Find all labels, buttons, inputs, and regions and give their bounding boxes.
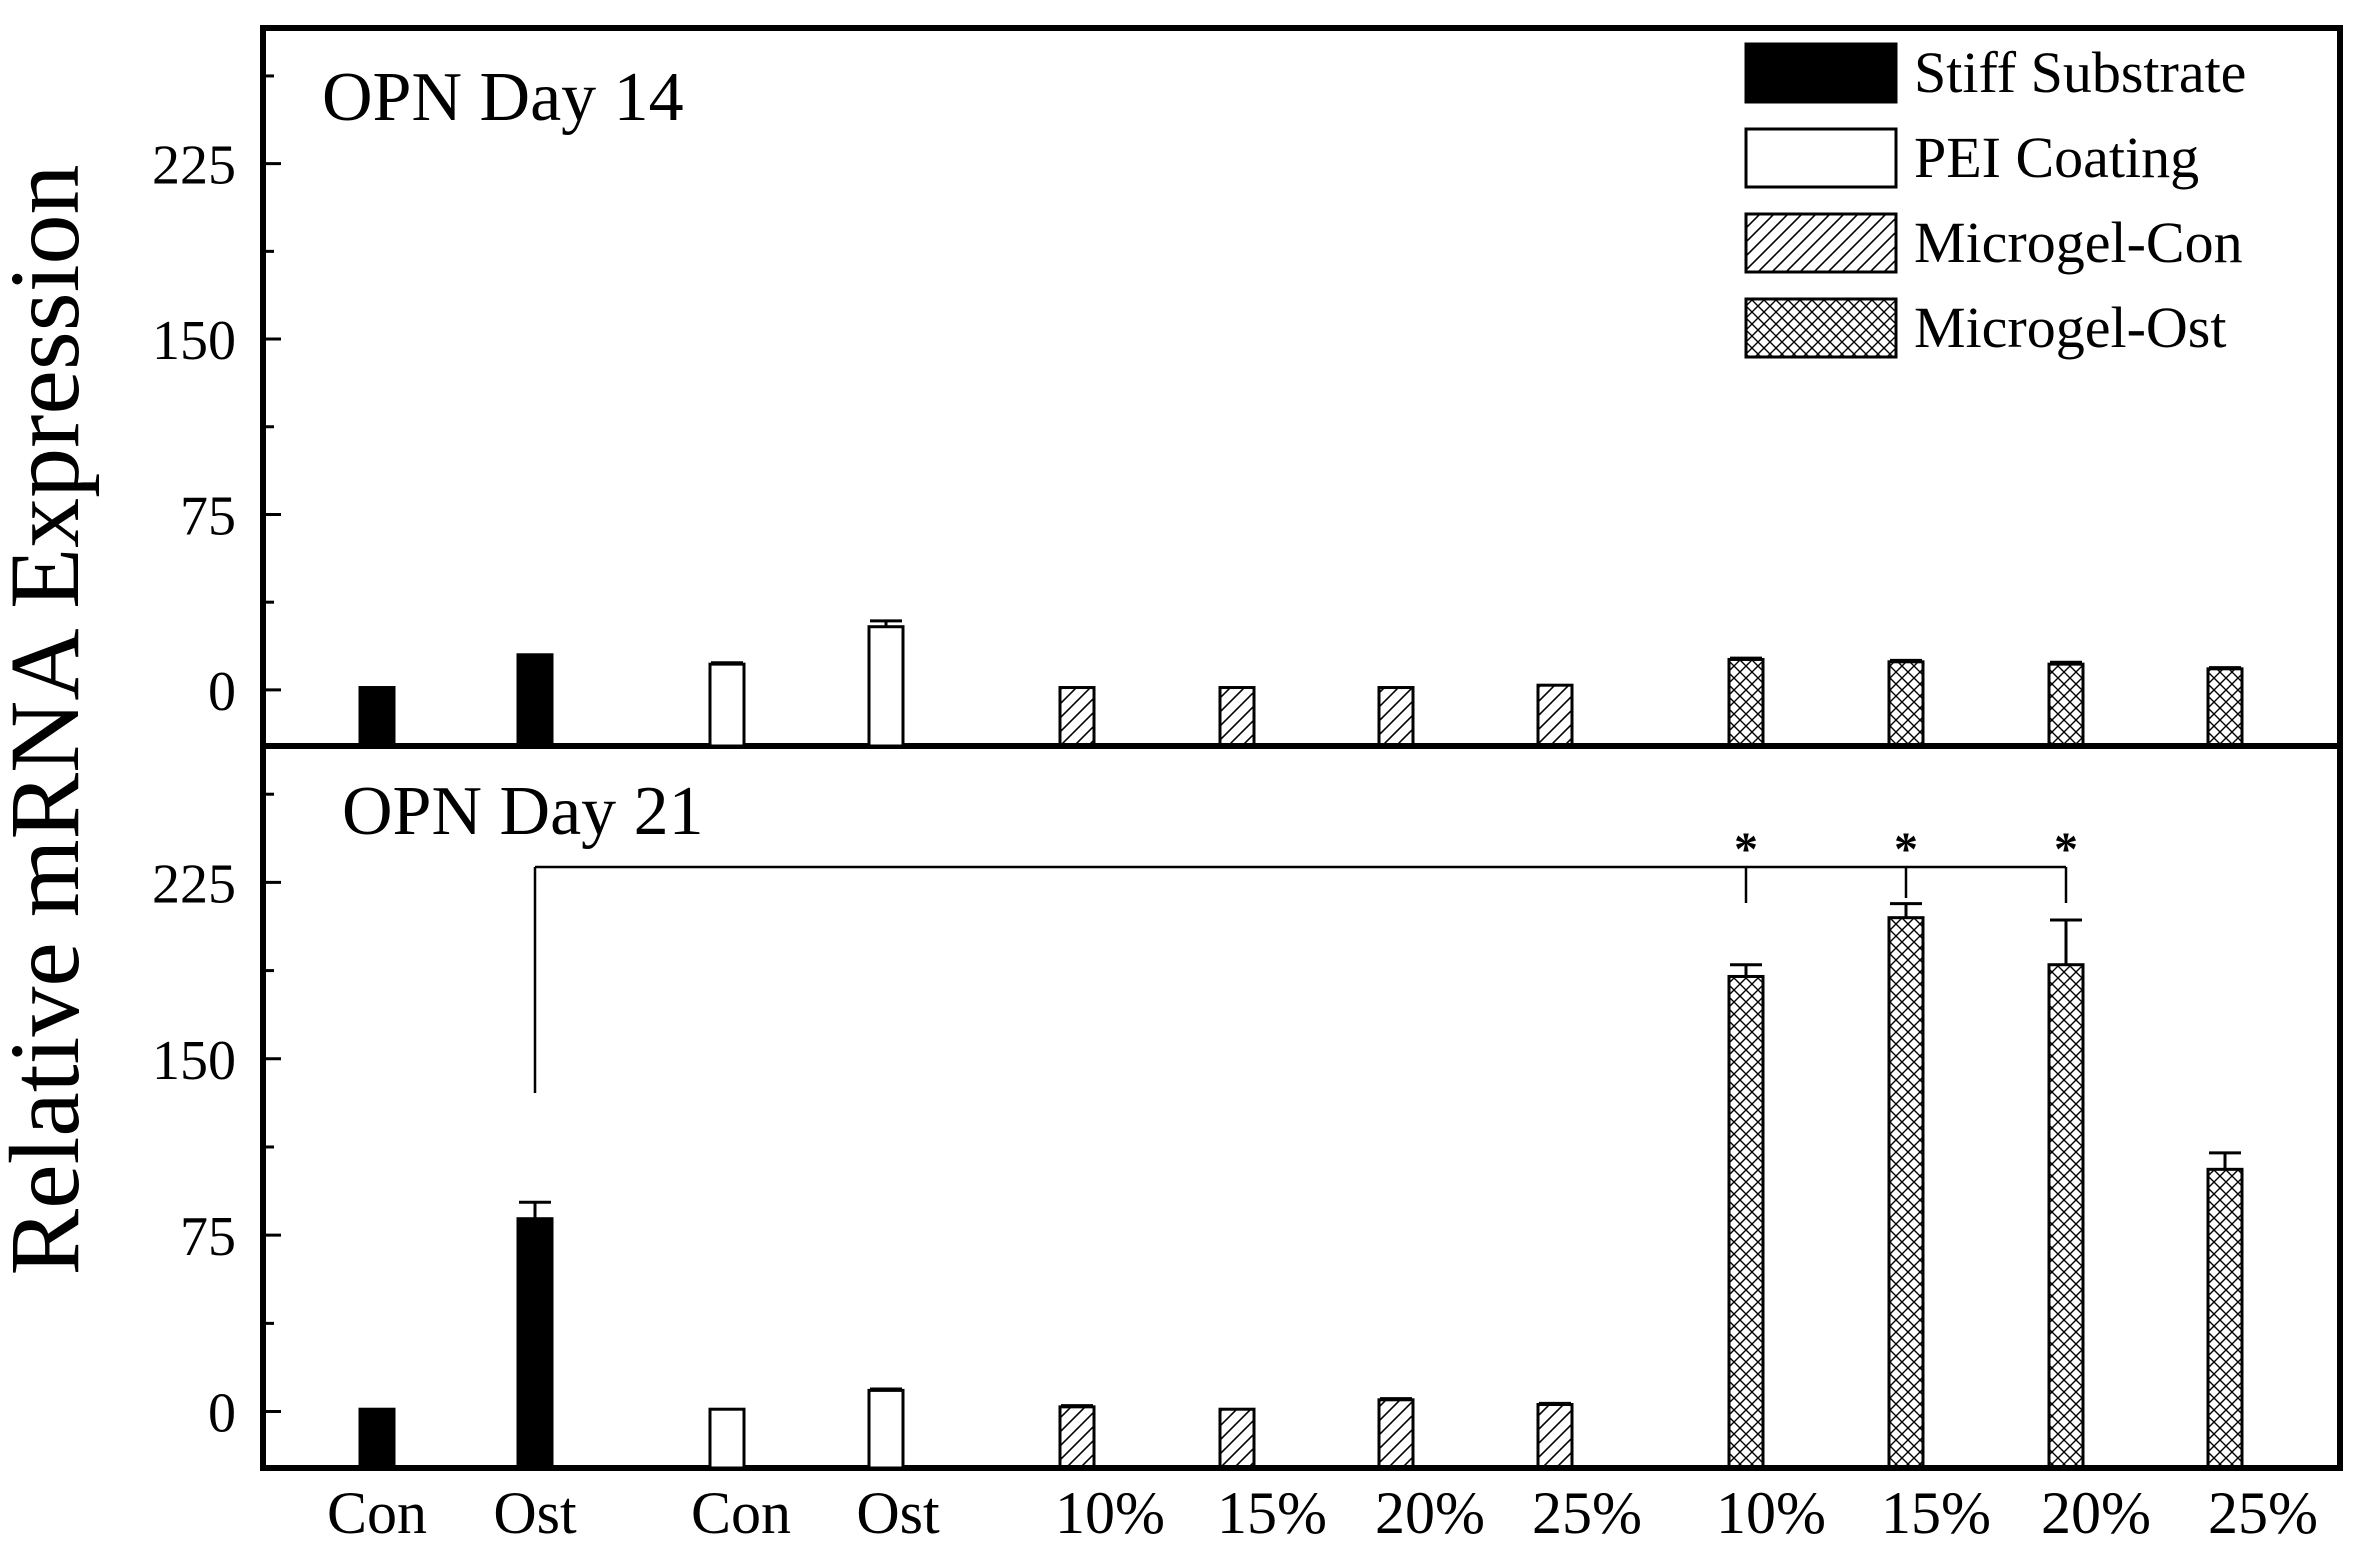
legend-swatch-pei-coating (1744, 127, 1898, 189)
panels: OPN Day 14 0 75 150 225 OPN Day 21 0 75 150 225 * *… (152, 59, 2244, 1470)
bar-pei-coating-Ost (867, 1388, 905, 1470)
y-tick-label: 75 (180, 485, 236, 547)
y-tick-label: 150 (152, 310, 236, 372)
bar-stiff-substrate-Ost (516, 653, 554, 748)
x-tick-label: 10% (1055, 1480, 1165, 1546)
bar-pei-coating-Con (708, 1407, 746, 1470)
x-tick-label: 25% (2208, 1480, 2318, 1546)
x-tick-labels: Con Ost Con Ost 10% 15% 20% 25% 10% 15% 20% 25% (327, 1480, 2318, 1546)
significance-marker: * (1894, 823, 1918, 876)
bar-pei-coating-Con (708, 662, 746, 748)
panel-title: OPN Day 21 (342, 773, 704, 850)
panel-1: OPN Day 14 0 75 150 225 (152, 59, 2244, 748)
x-tick-label: 10% (1716, 1480, 1826, 1546)
bar-stiff-substrate-Ost (516, 1217, 554, 1470)
bar-microgel-con-25pct (1536, 683, 1574, 748)
y-tick-label: 75 (180, 1206, 236, 1268)
y-tick-label: 150 (152, 1030, 236, 1092)
bar-microgel-con-25pct (1536, 1403, 1574, 1470)
legend: Stiff Substrate PEI Coating Microgel-Con Mi… (1744, 40, 2246, 360)
significance-marker: * (2054, 823, 2078, 876)
y-axis-label: Relative mRNA Expression (0, 165, 100, 1276)
y-tick-label: 225 (152, 135, 236, 197)
legend-swatch-microgel-con (1744, 212, 1898, 274)
bar-microgel-ost-25pct (2206, 1167, 2244, 1470)
legend-swatch-stiff-substrate (1744, 42, 1898, 104)
y-tick-label: 0 (208, 661, 236, 723)
legend-label: Microgel-Con (1914, 210, 2243, 275)
bar-microgel-con-20pct (1377, 686, 1415, 748)
bar-microgel-ost-20pct (2047, 662, 2085, 748)
legend-label: Stiff Substrate (1914, 40, 2246, 105)
x-tick-label: 25% (1532, 1480, 1642, 1546)
panel-2: OPN Day 21 0 75 150 225 * * * (152, 773, 2244, 1470)
bar-microgel-ost-10pct (1727, 657, 1765, 748)
x-tick-label: Con (327, 1480, 427, 1546)
x-tick-label: Ost (856, 1480, 940, 1546)
legend-label: PEI Coating (1914, 125, 2199, 190)
bar-microgel-con-10pct (1058, 686, 1096, 748)
y-tick-label: 225 (152, 853, 236, 915)
bar-microgel-con-15pct (1218, 686, 1256, 748)
bar-microgel-ost-25pct (2206, 667, 2244, 748)
y-tick-label: 0 (208, 1383, 236, 1445)
legend-swatch-microgel-ost (1744, 297, 1898, 359)
bar-microgel-ost-15pct (1887, 660, 1925, 748)
bar-pei-coating-Ost (867, 625, 905, 748)
x-tick-label: Con (691, 1480, 791, 1546)
significance-marker: * (1734, 823, 1758, 876)
bar-microgel-con-10pct (1058, 1405, 1096, 1470)
bar-microgel-con-15pct (1218, 1407, 1256, 1470)
x-tick-label: 20% (1375, 1480, 1485, 1546)
bar-microgel-ost-10pct (1727, 974, 1765, 1470)
bar-microgel-ost-15pct (1887, 916, 1925, 1470)
bar-stiff-substrate-Con (358, 686, 396, 748)
bar-microgel-con-20pct (1377, 1398, 1415, 1470)
x-tick-label: 15% (1881, 1480, 1991, 1546)
bar-stiff-substrate-Con (358, 1407, 396, 1470)
x-tick-label: 15% (1217, 1480, 1327, 1546)
x-tick-label: 20% (2041, 1480, 2151, 1546)
x-tick-label: Ost (493, 1480, 577, 1546)
panel-title: OPN Day 14 (322, 59, 684, 136)
plot-frame (260, 25, 2343, 1471)
bar-microgel-ost-20pct (2047, 963, 2085, 1470)
legend-label: Microgel-Ost (1914, 295, 2227, 360)
